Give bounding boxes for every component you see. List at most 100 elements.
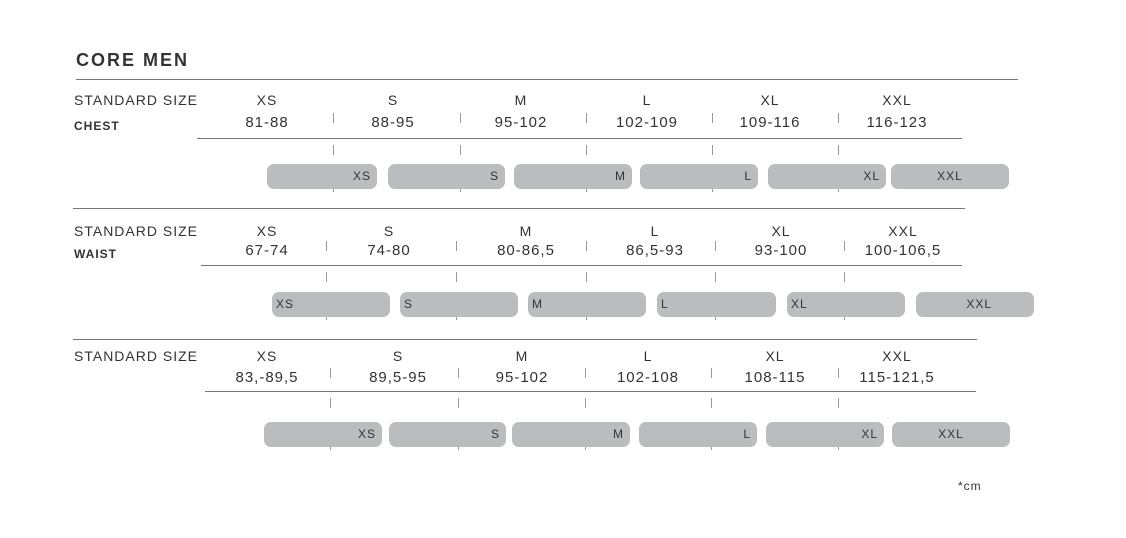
separator [711,398,712,408]
size-name: S [387,92,399,108]
size-range: 93-100 [754,242,808,259]
size-bar: XL [766,422,884,447]
size-bar: XL [787,292,905,317]
size-bar: XL [768,164,886,189]
bar-label: XXL [966,297,992,311]
size-name: L [642,92,652,108]
separator [585,398,586,408]
size-range: 115-121,5 [859,369,935,386]
size-name: M [519,223,533,239]
size-name: XS [256,223,278,239]
size-name: XL [765,348,785,364]
size-name: L [643,348,653,364]
size-range: 67-74 [245,242,289,259]
row-sublabel: WAIST [74,247,117,261]
size-range: 88-95 [371,114,415,131]
size-bar: XS [267,164,377,189]
size-name: XXL [882,348,912,364]
size-range: 83,-89,5 [235,369,299,386]
separator [458,368,459,378]
size-name: XL [771,223,791,239]
separator [326,241,327,251]
separator [715,272,716,282]
size-bar: S [400,292,518,317]
row-sublabel: CHEST [74,119,120,133]
size-name: M [514,92,528,108]
size-bar: M [514,164,632,189]
size-bar: XXL [892,422,1010,447]
bar-label: L [743,427,751,441]
bar-label: XL [861,427,878,441]
size-range: 116-123 [866,114,928,131]
size-bar: S [388,164,505,189]
bar-label: S [489,169,499,183]
separator [333,145,334,155]
bar-label: M [532,297,543,311]
separator [330,398,331,408]
size-range: 95-102 [495,369,549,386]
size-bar: XS [264,422,382,447]
bar-label: M [615,169,626,183]
bar-label: XL [791,297,808,311]
title: CORE MEN [76,50,190,70]
separator [838,113,839,123]
size-name: XXL [888,223,918,239]
rule [73,208,965,209]
row-label: STANDARD SIZE [74,348,198,364]
bar-label: XS [276,297,295,311]
separator [326,272,327,282]
row-label: STANDARD SIZE [74,223,198,239]
size-range: 95-102 [494,114,548,131]
separator [586,241,587,251]
separator [711,368,712,378]
size-name: L [650,223,660,239]
separator [712,113,713,123]
size-bar: L [657,292,776,317]
separator [586,145,587,155]
size-range: 102-108 [616,369,680,386]
separator [838,145,839,155]
rule [201,265,962,266]
size-range: 86,5-93 [626,242,684,259]
bar-label: S [490,427,500,441]
size-range: 74-80 [367,242,411,259]
rule [197,138,962,139]
separator [456,241,457,251]
separator [838,368,839,378]
bar-label: XS [357,427,376,441]
bar-label: L [661,297,669,311]
separator [456,272,457,282]
size-range: 81-88 [245,114,289,131]
separator [715,241,716,251]
size-bar: XS [272,292,390,317]
bar-label: M [613,427,624,441]
separator [460,145,461,155]
size-bar: XXL [891,164,1009,189]
rule [76,79,1018,80]
row-label: STANDARD SIZE [74,92,198,108]
bar-label: XS [352,169,371,183]
separator [586,113,587,123]
size-range: 108-115 [744,369,806,386]
size-bar: L [639,422,757,447]
size-range: 89,5-95 [369,369,427,386]
separator [844,241,845,251]
separator [460,113,461,123]
rule [205,391,976,392]
size-name: XXL [882,92,912,108]
size-bar: L [640,164,758,189]
size-range: 100-106,5 [864,242,942,259]
separator [333,113,334,123]
size-bar: M [528,292,646,317]
bar-label: L [744,169,752,183]
separator [586,272,587,282]
size-bar: S [389,422,506,447]
size-name: XS [256,92,278,108]
separator [844,272,845,282]
size-name: S [383,223,395,239]
size-range: 80-86,5 [497,242,555,259]
separator [712,145,713,155]
footnote: *cm [958,479,982,493]
bar-label: XXL [938,427,964,441]
size-range: 109-116 [739,114,801,131]
